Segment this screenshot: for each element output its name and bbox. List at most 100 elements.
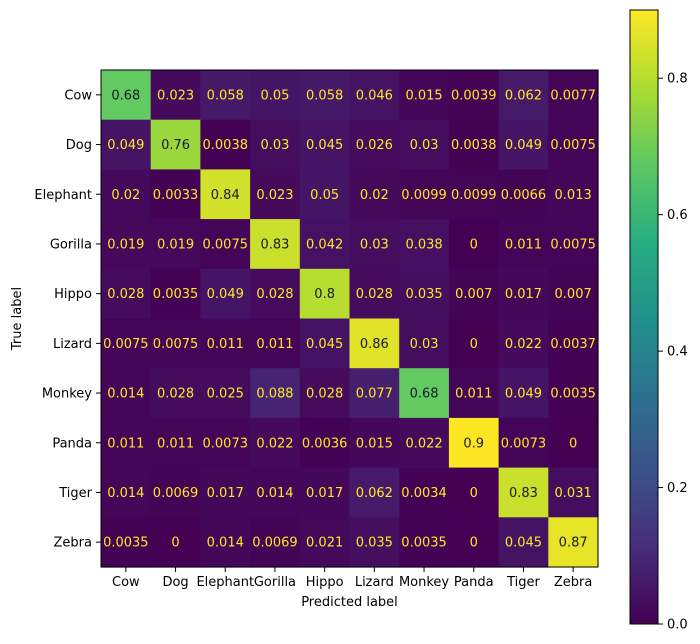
y-tick-label: Panda — [52, 436, 92, 451]
colorbar-tick-label: 0.2 — [667, 481, 688, 496]
cell-value-label: 0.76 — [161, 138, 190, 153]
heatmap-cell — [299, 268, 351, 320]
y-axis-label: True label — [10, 287, 25, 351]
cell-value-label: 0.014 — [107, 387, 144, 402]
heatmap-cell — [299, 169, 351, 220]
heatmap-cell — [299, 70, 351, 121]
heatmap-cell — [498, 417, 549, 469]
heatmap-cell — [299, 467, 351, 518]
heatmap-cell — [250, 417, 301, 469]
heatmap-cell — [349, 119, 400, 170]
cell-value-label: 0.058 — [306, 88, 343, 103]
cell-value-label: 0.017 — [207, 486, 244, 501]
heatmap-cell — [498, 70, 549, 121]
cell-value-label: 0.025 — [207, 387, 244, 402]
cell-value-label: 0.84 — [211, 188, 240, 203]
heatmap-cell — [200, 417, 251, 469]
heatmap-cell — [399, 467, 450, 518]
cell-value-label: 0.019 — [107, 237, 144, 252]
cell-value-label: 0.049 — [505, 138, 542, 153]
cell-value-label: 0.042 — [306, 237, 343, 252]
y-axis-ticks: Cow Dog Elephant Gorilla Hippo Lizard Monkey Pa… — [34, 88, 101, 551]
colorbar-ticks: 0.0 0.2 0.4 0.6 0.8 — [658, 72, 688, 633]
x-tick-label: Gorilla — [254, 575, 296, 590]
heatmap-cell — [399, 417, 450, 469]
cell-value-label: 0.031 — [555, 486, 592, 501]
heatmap-cell — [399, 268, 450, 320]
heatmap-cell — [250, 517, 301, 568]
colorbar-tick-label: 0.8 — [667, 72, 688, 87]
heatmap-cell — [399, 119, 450, 170]
cell-value-label: 0.014 — [107, 486, 144, 501]
heatmap-cell — [349, 219, 400, 270]
x-tick-label: Hippo — [306, 575, 344, 590]
heatmap-cell — [200, 368, 251, 419]
colorbar-tick-label: 0.0 — [667, 618, 688, 633]
cell-value-label: 0.0069 — [153, 486, 199, 501]
colorbar-tick-label: 0.4 — [667, 345, 688, 360]
heatmap-cell — [150, 219, 201, 270]
heatmap-cell — [349, 467, 400, 518]
cell-value-label: 0.02 — [111, 188, 140, 203]
x-tick-label: Cow — [112, 575, 140, 590]
cell-value-label: 0.0099 — [401, 188, 447, 203]
heatmap-cell — [448, 417, 500, 469]
heatmap-cell — [498, 119, 549, 170]
cell-value-label: 0 — [470, 486, 478, 501]
x-tick-label: Tiger — [506, 575, 540, 590]
x-tick-label: Panda — [454, 575, 494, 590]
y-tick-label: Zebra — [54, 536, 92, 551]
heatmap-cell — [101, 467, 152, 518]
cell-value-label: 0.0077 — [550, 88, 596, 103]
heatmap-cell — [250, 368, 301, 419]
cell-value-label: 0.0073 — [501, 436, 547, 451]
cell-value-label: 0.015 — [405, 88, 442, 103]
cell-value-label: 0.035 — [356, 536, 393, 551]
heatmap-cell — [150, 169, 201, 220]
cell-value-label: 0.035 — [405, 287, 442, 302]
heatmap-cell — [250, 219, 301, 270]
heatmap-cell — [250, 119, 301, 170]
y-tick-label: Monkey — [42, 387, 92, 402]
y-tick-label: Elephant — [34, 188, 92, 203]
heatmap-cell — [150, 318, 201, 369]
heatmap-cell — [349, 517, 400, 568]
heatmap-cell — [448, 268, 500, 320]
cell-value-label: 0.028 — [157, 387, 194, 402]
cell-value-label: 0.013 — [555, 188, 592, 203]
heatmap-cell — [399, 318, 450, 369]
heatmap-cell — [448, 169, 500, 220]
heatmap-cell — [498, 268, 549, 320]
heatmap-cell — [399, 70, 450, 121]
cell-value-label: 0.0035 — [153, 287, 199, 302]
cell-value-label: 0.022 — [405, 436, 442, 451]
cell-value-label: 0.017 — [505, 287, 542, 302]
cell-value-label: 0.0034 — [401, 486, 447, 501]
cell-value-label: 0.028 — [306, 387, 343, 402]
heatmap-cell — [399, 219, 450, 270]
heatmap-cell — [548, 70, 599, 121]
heatmap-cell — [250, 70, 301, 121]
heatmap-cell — [200, 268, 251, 320]
cell-value-label: 0.045 — [505, 536, 542, 551]
cell-value-label: 0.026 — [356, 138, 393, 153]
heatmap-cell — [150, 368, 201, 419]
cell-value-label: 0.028 — [107, 287, 144, 302]
cell-value-label: 0.87 — [559, 536, 588, 551]
cell-value-label: 0.0036 — [302, 436, 348, 451]
y-tick-label: Cow — [64, 88, 92, 103]
heatmap-cell — [101, 368, 152, 419]
cell-value-label: 0.0066 — [501, 188, 547, 203]
cell-value-label: 0.049 — [207, 287, 244, 302]
heatmap-cell — [150, 417, 201, 469]
heatmap-cell — [498, 169, 549, 220]
heatmap-cell — [200, 119, 251, 170]
cell-value-label: 0.022 — [256, 436, 293, 451]
heatmap-cell — [349, 268, 400, 320]
heatmap-cell — [150, 467, 201, 518]
heatmap-cell — [299, 119, 351, 170]
heatmap-cell — [399, 368, 450, 419]
cell-value-label: 0.011 — [207, 337, 244, 352]
cell-value-label: 0.077 — [356, 387, 393, 402]
